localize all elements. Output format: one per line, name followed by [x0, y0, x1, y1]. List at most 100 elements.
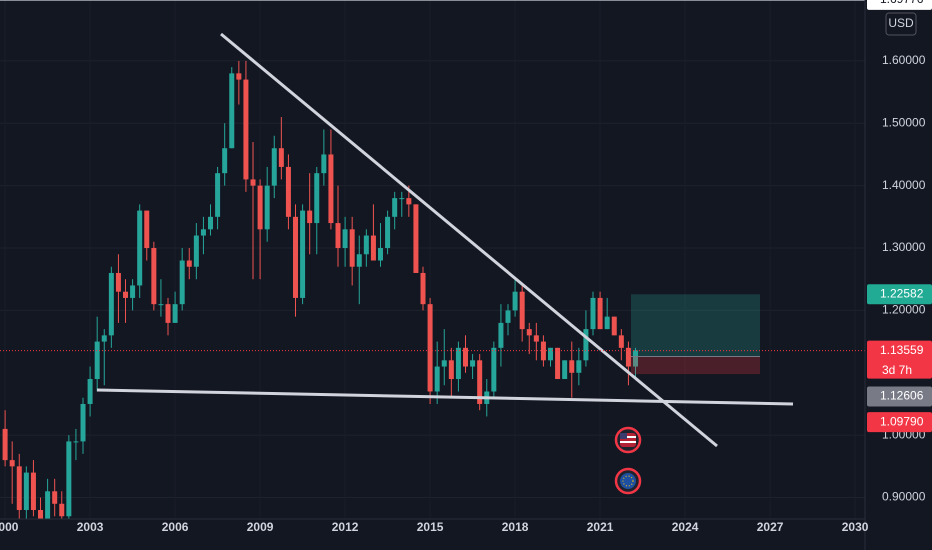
- candle-body: [463, 347, 469, 367]
- candle-body: [363, 235, 369, 255]
- candle-body: [158, 304, 164, 306]
- y-tick-label: 1.40000: [882, 178, 926, 192]
- candle-body: [356, 254, 362, 267]
- x-tick-label: 2006: [162, 520, 189, 534]
- candle-body: [314, 173, 320, 224]
- currency-label[interactable]: USD: [888, 16, 914, 30]
- candle-body: [625, 347, 631, 367]
- candle-body: [342, 229, 348, 249]
- candle-body: [441, 360, 447, 367]
- candle-body: [87, 379, 93, 404]
- price-tag-label: 1.13559: [880, 343, 924, 357]
- candle-body: [555, 347, 561, 380]
- candle-body: [23, 472, 29, 511]
- us-flag-icon: [614, 426, 642, 454]
- candle-body: [300, 210, 306, 298]
- price-tag-label: 1.69776: [880, 0, 924, 6]
- candle-body: [144, 210, 150, 249]
- candle-body: [370, 235, 376, 261]
- price-tag-label: 1.12606: [880, 389, 924, 403]
- candle-body: [597, 297, 603, 330]
- candle-body: [186, 260, 192, 267]
- candle-body: [293, 216, 299, 298]
- candle-body: [562, 360, 568, 380]
- candle-body: [406, 198, 412, 205]
- countdown: 3d 7h: [882, 363, 912, 377]
- candle-body: [172, 304, 178, 323]
- candle-body: [413, 204, 419, 273]
- candle-body: [285, 166, 291, 217]
- candle-body: [519, 291, 525, 330]
- candle-body: [222, 148, 228, 174]
- candle-body: [45, 491, 51, 519]
- axes: 0.900001.000001.200001.300001.400001.500…: [0, 0, 932, 534]
- candle-body: [434, 366, 440, 392]
- candle-body: [208, 216, 214, 230]
- candle-body: [498, 322, 504, 348]
- candle-body: [2, 428, 8, 461]
- candle-body: [448, 360, 454, 380]
- candle-body: [385, 216, 391, 249]
- candle-body: [335, 223, 341, 249]
- candle-body: [179, 260, 185, 305]
- candle-body: [137, 210, 143, 286]
- y-tick-label: 0.90000: [882, 490, 926, 504]
- price-tag: [867, 386, 932, 407]
- candle-body: [243, 79, 249, 180]
- candle-body: [505, 310, 511, 323]
- x-tick-label: 2021: [587, 520, 614, 534]
- price-tag: [867, 340, 932, 379]
- candle-body: [108, 272, 114, 336]
- candle-body: [66, 441, 72, 517]
- candle-body: [307, 210, 313, 224]
- x-tick-label: 2030: [842, 520, 869, 534]
- eu-flag-icon: [614, 467, 642, 495]
- candle-body: [236, 73, 242, 80]
- candle-body: [278, 148, 284, 167]
- y-tick-label: 1.30000: [882, 240, 926, 254]
- x-tick-label: 2024: [672, 520, 699, 534]
- candle-body: [526, 329, 532, 336]
- candles: [2, 60, 639, 519]
- candle-body: [215, 173, 221, 217]
- support-line: [96, 388, 794, 406]
- candle-body: [590, 297, 596, 330]
- candle-body: [229, 73, 235, 149]
- price-tag-label: 1.22582: [880, 286, 924, 300]
- candle-body: [9, 460, 15, 467]
- candle-body: [30, 472, 36, 511]
- candle-body: [271, 148, 277, 186]
- candle-body: [264, 185, 270, 230]
- price-tag-label: 1.09790: [880, 414, 924, 428]
- candle-body: [349, 229, 355, 267]
- candle-body: [378, 248, 384, 261]
- candle-body: [633, 350, 639, 367]
- x-tick-label: 2012: [332, 520, 359, 534]
- candle-body: [470, 360, 476, 367]
- candle-body: [533, 335, 539, 342]
- price-tag: [867, 284, 932, 305]
- candle-body: [328, 154, 334, 224]
- candle-body: [52, 491, 58, 504]
- y-tick-label: 1.60000: [882, 53, 926, 67]
- candle-body: [604, 316, 610, 330]
- candle-body: [16, 466, 22, 511]
- candle-body: [491, 347, 497, 392]
- y-tick-label: 1.50000: [882, 115, 926, 129]
- candle-body: [115, 272, 121, 292]
- candle-body: [73, 441, 79, 443]
- candle-body: [427, 304, 433, 392]
- candle-body: [455, 347, 461, 380]
- trend-line: [220, 32, 718, 448]
- currency-button[interactable]: USD: [885, 12, 917, 36]
- x-tick-label: 2027: [757, 520, 784, 534]
- candle-body: [477, 360, 483, 404]
- candle-body: [618, 335, 624, 348]
- x-tick-label: 2003: [77, 520, 104, 534]
- candle-body: [200, 229, 206, 236]
- candle-body: [569, 360, 575, 373]
- x-tick-label: 2018: [502, 520, 529, 534]
- price-tag: [867, 0, 932, 10]
- candle-body: [94, 341, 100, 380]
